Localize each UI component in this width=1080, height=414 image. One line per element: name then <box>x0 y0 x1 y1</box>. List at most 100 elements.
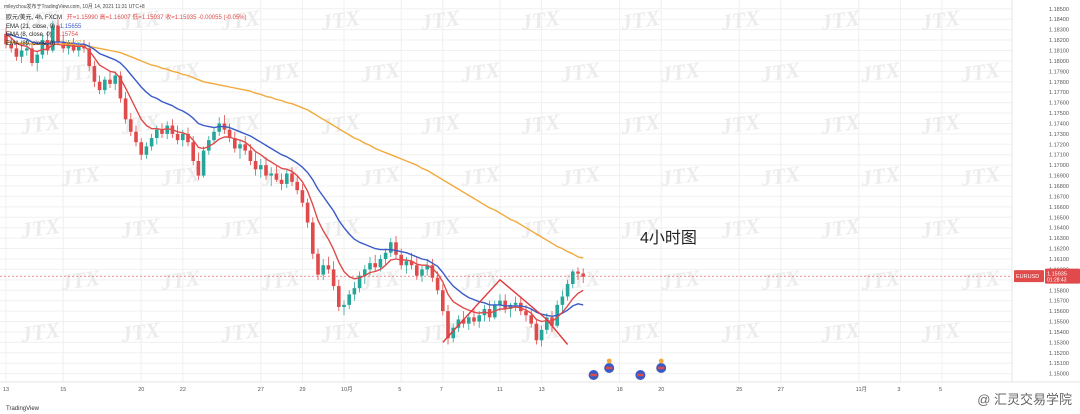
candle[interactable] <box>482 304 487 322</box>
candle[interactable] <box>285 169 289 189</box>
candle[interactable] <box>35 50 39 72</box>
candle[interactable] <box>40 34 45 59</box>
candle[interactable] <box>446 304 450 345</box>
candle[interactable] <box>243 135 247 155</box>
candle[interactable] <box>4 27 8 49</box>
candle[interactable] <box>170 119 175 139</box>
candle[interactable] <box>352 281 357 301</box>
candle[interactable] <box>118 71 123 103</box>
candle[interactable] <box>227 123 232 143</box>
legend-row-ema8[interactable]: EMA (8, close, 0) 1.15754 <box>6 31 247 40</box>
candle[interactable] <box>113 71 117 91</box>
candle[interactable] <box>560 290 565 314</box>
candle[interactable] <box>316 248 320 280</box>
candle[interactable] <box>201 146 206 178</box>
candle[interactable] <box>311 217 315 259</box>
tradingview-logo[interactable]: TradingView <box>6 406 39 412</box>
legend-row-ema89[interactable]: EMA (89, close, 0) 1.16107 <box>6 40 247 49</box>
candle[interactable] <box>503 294 507 314</box>
candle[interactable] <box>248 144 253 166</box>
candle[interactable] <box>30 42 34 67</box>
candle[interactable] <box>467 313 471 330</box>
candle[interactable] <box>508 302 513 318</box>
candle[interactable] <box>97 75 102 95</box>
candle[interactable] <box>51 21 55 53</box>
candle[interactable] <box>456 315 461 332</box>
candle[interactable] <box>9 37 13 53</box>
candle[interactable] <box>274 165 279 182</box>
candle-body <box>56 25 60 43</box>
candle[interactable] <box>144 142 149 159</box>
candle[interactable] <box>451 323 455 343</box>
candle[interactable] <box>129 113 133 136</box>
candle[interactable] <box>139 138 143 160</box>
candle[interactable] <box>347 290 351 310</box>
event-flags[interactable] <box>588 358 667 380</box>
candle[interactable] <box>207 135 211 155</box>
candle[interactable] <box>373 254 377 272</box>
candle[interactable] <box>56 19 60 46</box>
candle[interactable] <box>441 284 445 316</box>
candle[interactable] <box>539 325 544 347</box>
candle[interactable] <box>545 313 549 335</box>
candle[interactable] <box>92 60 97 87</box>
candle[interactable] <box>383 248 388 266</box>
candle[interactable] <box>394 236 398 259</box>
price-axis[interactable]: 1.18500 1.18400 1.18300 1.18200 1.18100 1.180… <box>1011 0 1080 382</box>
event-flag[interactable] <box>588 370 599 380</box>
candle[interactable] <box>331 261 336 291</box>
candle[interactable] <box>389 238 393 257</box>
event-flag[interactable] <box>604 358 615 373</box>
candle[interactable] <box>123 92 128 124</box>
candle[interactable] <box>233 131 237 153</box>
legend-row-ema21[interactable]: EMA (21, close, 0) 1.15655 <box>6 23 247 32</box>
candle[interactable] <box>165 121 169 140</box>
candle[interactable] <box>321 258 325 280</box>
candle[interactable] <box>103 76 107 95</box>
candle[interactable] <box>238 140 242 159</box>
candle[interactable] <box>565 279 570 301</box>
candle[interactable] <box>45 31 50 55</box>
candle[interactable] <box>269 167 273 187</box>
candle[interactable] <box>108 71 112 89</box>
candle-body <box>175 133 180 141</box>
event-flag[interactable] <box>656 358 667 373</box>
candle[interactable] <box>363 265 367 285</box>
candle[interactable] <box>134 125 138 147</box>
candle[interactable] <box>420 265 424 282</box>
candle[interactable] <box>513 296 518 312</box>
candle[interactable] <box>264 156 268 180</box>
candle[interactable] <box>196 152 201 180</box>
candle[interactable] <box>253 152 258 176</box>
candle[interactable] <box>149 133 154 151</box>
legend-row-symbol[interactable]: 欧元/美元, 4h, FXCM 开=1.15990 高=1.16007 低=1.… <box>6 14 247 23</box>
candle[interactable] <box>305 198 310 228</box>
candle[interactable] <box>279 173 284 191</box>
candle[interactable] <box>295 175 299 195</box>
event-flag[interactable] <box>635 370 646 380</box>
candle[interactable] <box>425 258 429 276</box>
candle[interactable] <box>14 42 19 61</box>
candle[interactable] <box>357 271 362 293</box>
candle[interactable] <box>186 127 190 147</box>
candle[interactable] <box>337 279 341 312</box>
candle[interactable] <box>300 183 305 207</box>
candle[interactable] <box>529 309 533 328</box>
candle[interactable] <box>534 319 539 345</box>
candle[interactable] <box>212 127 216 145</box>
candle[interactable] <box>415 256 419 280</box>
candle[interactable] <box>326 256 331 274</box>
candle[interactable] <box>160 123 164 139</box>
candle[interactable] <box>290 167 294 187</box>
candle[interactable] <box>259 158 263 178</box>
candle[interactable] <box>576 267 580 280</box>
candle[interactable] <box>571 269 575 289</box>
candle[interactable] <box>175 125 180 145</box>
candle[interactable] <box>342 300 346 316</box>
candle[interactable] <box>435 271 440 295</box>
candle[interactable] <box>71 37 76 53</box>
candle[interactable] <box>581 268 585 283</box>
candle[interactable] <box>19 45 24 63</box>
time-axis[interactable]: 13 15 20 22 27 29 10月 5 7 11 13 18 20 25 27 11月 3 5 <box>0 381 1080 393</box>
